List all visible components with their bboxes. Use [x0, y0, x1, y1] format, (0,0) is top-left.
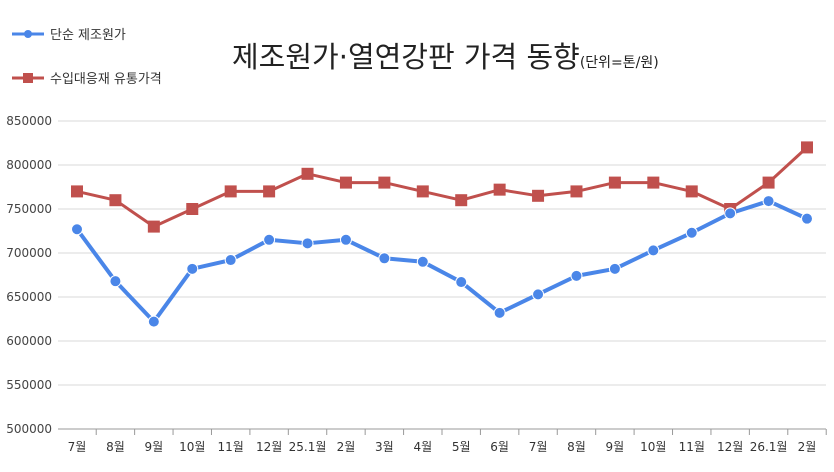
legend-label: 수입대응재 유통가격 — [50, 72, 162, 87]
x-tick-label: 8월 — [567, 440, 586, 454]
x-tick-label: 10월 — [640, 440, 666, 454]
data-point — [224, 254, 237, 267]
data-point — [416, 185, 429, 198]
circle-line-marker-icon — [12, 29, 44, 38]
x-tick-label: 12월 — [717, 440, 743, 454]
x-tick-label: 7월 — [68, 440, 87, 454]
data-point — [762, 195, 775, 208]
data-point — [263, 185, 276, 198]
x-tick-label: 26.1월 — [750, 440, 788, 454]
data-point — [801, 141, 813, 154]
chart-title: 제조원가·열연강판 가격 동향(단위=톤/원) — [232, 34, 659, 76]
data-point — [801, 212, 813, 225]
data-point — [724, 207, 737, 220]
y-tick-label: 700000 — [6, 246, 52, 260]
y-tick-label: 750000 — [6, 202, 52, 216]
x-tick-label: 9월 — [606, 440, 625, 454]
data-point — [685, 185, 698, 198]
data-point — [339, 233, 352, 246]
y-tick-label: 850000 — [6, 114, 52, 128]
x-tick-label: 2월 — [798, 440, 817, 454]
data-point — [762, 176, 775, 189]
x-tick-label: 12월 — [256, 440, 282, 454]
data-point — [71, 185, 83, 198]
data-point — [224, 185, 237, 198]
data-point — [147, 315, 160, 328]
data-point — [339, 176, 352, 189]
x-tick-label: 5월 — [452, 440, 471, 454]
x-tick-label: 7월 — [529, 440, 548, 454]
data-point — [493, 183, 506, 196]
legend-label: 단순 제조원가 — [50, 28, 126, 43]
data-point — [532, 288, 545, 301]
data-point — [608, 176, 621, 189]
y-tick-label: 650000 — [6, 290, 52, 304]
data-point — [378, 176, 391, 189]
data-point — [301, 167, 314, 180]
data-point — [147, 220, 160, 233]
data-point — [608, 262, 621, 275]
data-point — [301, 237, 314, 250]
y-tick-label: 500000 — [6, 422, 52, 436]
data-point — [186, 203, 199, 215]
x-tick-label: 3월 — [375, 440, 394, 454]
chart-title-text: 제조원가·열연강판 가격 동향 — [232, 40, 580, 74]
x-tick-label: 2월 — [337, 440, 356, 454]
data-point — [493, 306, 506, 319]
x-tick-label: 25.1월 — [289, 440, 327, 454]
data-point — [109, 275, 122, 288]
x-tick-label: 11월 — [679, 440, 705, 454]
data-point — [186, 262, 199, 275]
data-point — [570, 185, 583, 198]
x-tick-label: 10월 — [179, 440, 205, 454]
data-point — [71, 223, 83, 236]
series-line-0 — [75, 199, 808, 324]
legend-item-import-price: 수입대응재 유통가격 — [10, 68, 162, 87]
data-point — [570, 269, 583, 282]
data-point — [647, 244, 660, 257]
y-tick-label: 800000 — [6, 158, 52, 172]
legend-item-manufacturing-cost: 단순 제조원가 — [10, 24, 126, 43]
x-tick-label: 6월 — [490, 440, 509, 454]
data-point — [109, 194, 122, 207]
y-tick-label: 550000 — [6, 378, 52, 392]
chart-unit: (단위=톤/원) — [579, 55, 659, 71]
data-point — [378, 252, 391, 265]
data-point — [455, 276, 468, 289]
x-tick-label: 8월 — [106, 440, 125, 454]
data-point — [532, 189, 545, 202]
data-point — [647, 176, 660, 189]
series-line-1 — [76, 146, 809, 229]
square-line-marker-icon — [12, 72, 44, 83]
data-point — [685, 226, 698, 239]
x-tick-label: 4월 — [413, 440, 432, 454]
x-tick-label: 9월 — [144, 440, 163, 454]
x-tick-label: 11월 — [218, 440, 244, 454]
data-point — [416, 255, 429, 268]
y-tick-label: 600000 — [6, 334, 52, 348]
data-point — [263, 233, 276, 246]
data-point — [455, 194, 468, 207]
